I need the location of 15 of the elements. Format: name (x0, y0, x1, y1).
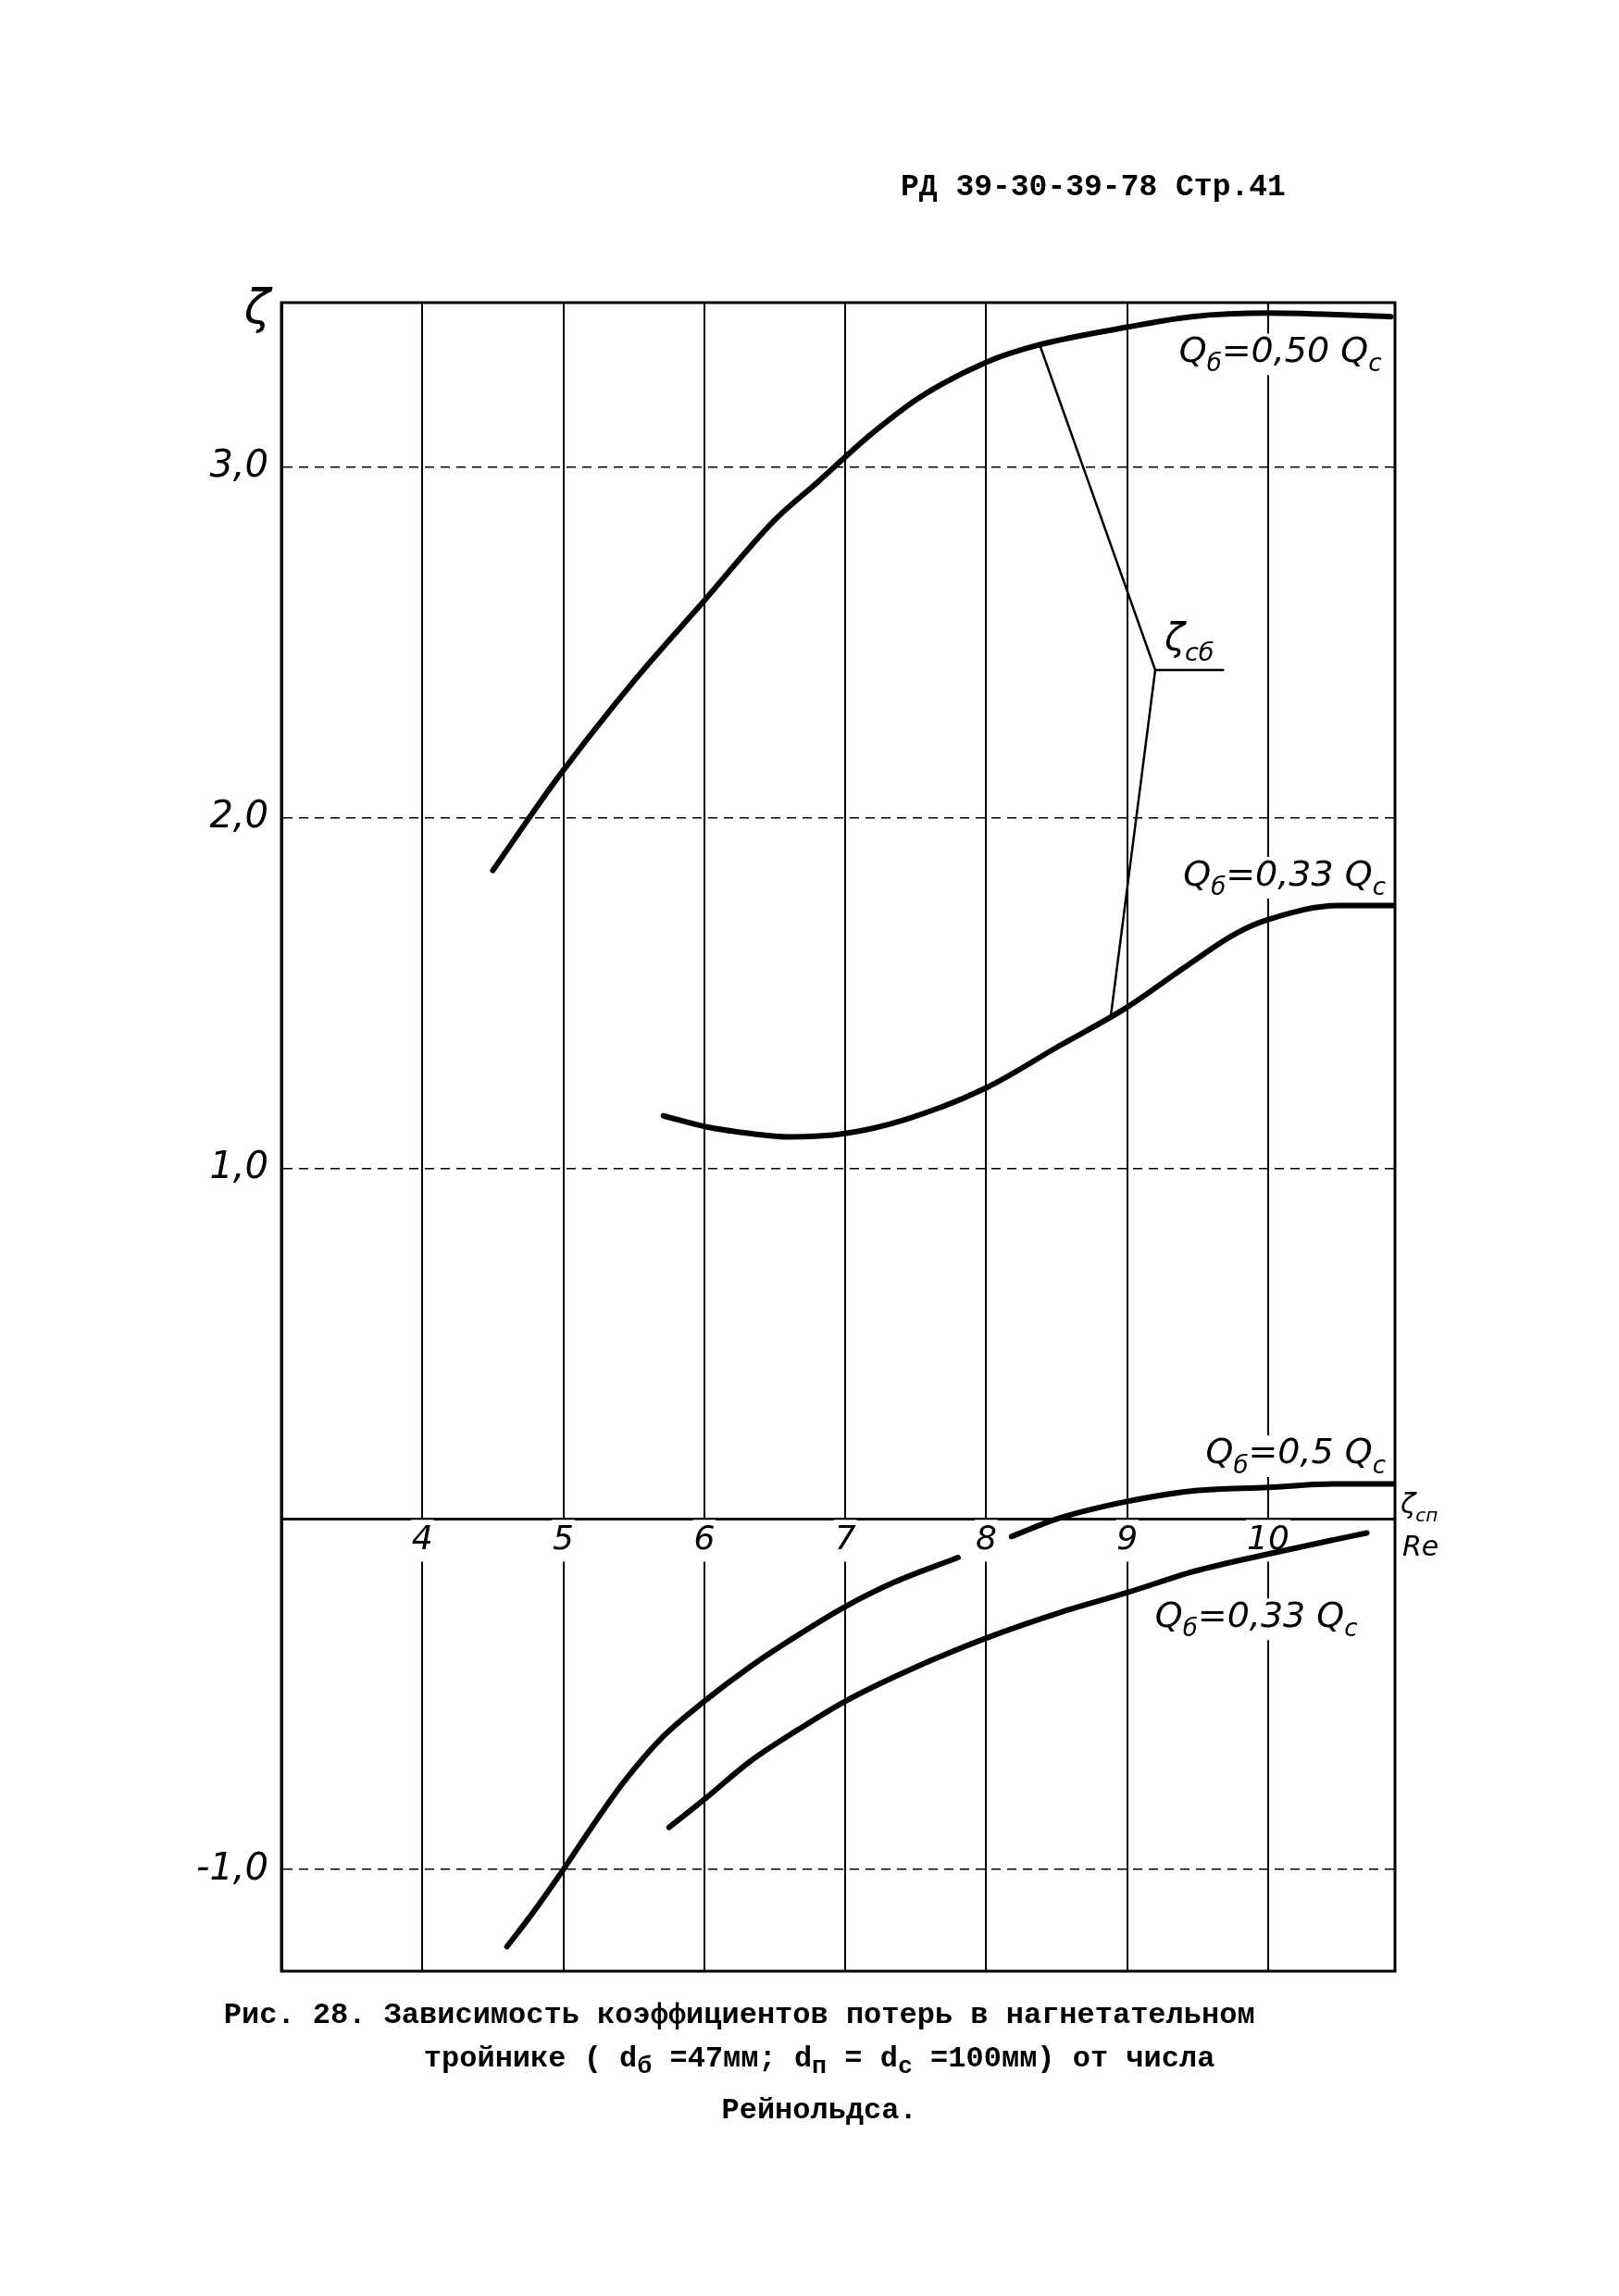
x-tick-label: 4 (411, 1519, 433, 1558)
x-tick-label: 6 (693, 1519, 716, 1558)
x-axis-title: Re (1402, 1530, 1439, 1563)
text: РД 39-30-39-78 Стр.41 (901, 170, 1286, 205)
y-axis-title: ζ (243, 279, 273, 334)
y-tick-label: 2,0 (209, 793, 268, 837)
y-tick-label: 1,0 (209, 1143, 268, 1186)
x-tick-label: 5 (553, 1519, 575, 1558)
x-tick-label: 9 (1116, 1519, 1139, 1558)
x-tick-label: 8 (975, 1519, 997, 1558)
x-tick-label: 10 (1247, 1519, 1289, 1558)
y-tick-label: 3,0 (209, 442, 268, 486)
y-tick-label: -1,0 (195, 1844, 268, 1888)
chart-title: Рис. 28. Зависимость коэффициентов потерь в нагнетательном тройнике ( d$_{б}$ =47мм; d$_{п}$ = d$_{с}$ =100мм) от числа Рейнольдса. (223, 1998, 1255, 2128)
x-tick-label: 7 (834, 1519, 856, 1558)
